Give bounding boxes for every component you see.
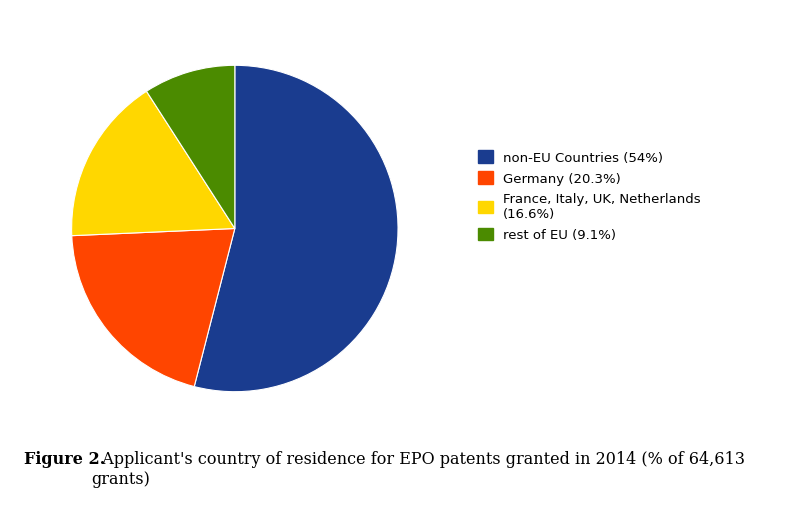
Wedge shape [72,92,235,236]
Legend: non-EU Countries (54%), Germany (20.3%), France, Italy, UK, Netherlands
(16.6%),: non-EU Countries (54%), Germany (20.3%),… [478,151,700,242]
Text: Figure 2.: Figure 2. [24,450,105,467]
Wedge shape [194,66,398,392]
Wedge shape [146,66,235,229]
Text: Applicant's country of residence for EPO patents granted in 2014 (% of 64,613
gr: Applicant's country of residence for EPO… [92,450,744,487]
Wedge shape [72,229,235,387]
